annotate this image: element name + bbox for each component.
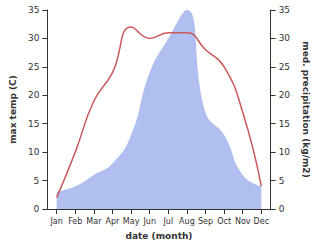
svg-text:Jan: Jan — [49, 217, 62, 226]
svg-text:max temp (C): max temp (C) — [8, 75, 18, 144]
svg-text:Feb: Feb — [68, 217, 82, 226]
svg-text:Jul: Jul — [162, 217, 173, 226]
svg-text:35: 35 — [279, 5, 290, 15]
svg-text:Sep: Sep — [198, 217, 213, 226]
svg-text:5: 5 — [279, 176, 285, 186]
svg-text:10: 10 — [279, 147, 291, 157]
svg-text:Mar: Mar — [86, 217, 102, 226]
svg-text:15: 15 — [28, 119, 39, 129]
svg-text:20: 20 — [279, 90, 291, 100]
svg-text:30: 30 — [279, 33, 291, 43]
svg-text:Oct: Oct — [217, 217, 231, 226]
svg-text:date (month): date (month) — [126, 231, 193, 241]
svg-text:0: 0 — [34, 204, 40, 214]
svg-text:10: 10 — [28, 147, 40, 157]
svg-text:Apr: Apr — [106, 217, 121, 226]
svg-text:0: 0 — [279, 204, 285, 214]
svg-text:35: 35 — [28, 5, 39, 15]
svg-text:Nov: Nov — [235, 217, 251, 226]
svg-text:25: 25 — [28, 62, 39, 72]
svg-text:med. precipitation (kg/m2): med. precipitation (kg/m2) — [301, 41, 311, 177]
svg-text:Jun: Jun — [142, 217, 156, 226]
svg-text:5: 5 — [34, 176, 40, 186]
svg-text:May: May — [123, 217, 140, 226]
svg-text:20: 20 — [28, 90, 40, 100]
svg-text:Dec: Dec — [254, 217, 269, 226]
svg-text:25: 25 — [279, 62, 290, 72]
svg-text:30: 30 — [28, 33, 40, 43]
svg-text:15: 15 — [279, 119, 290, 129]
svg-text:Aug: Aug — [179, 217, 195, 226]
